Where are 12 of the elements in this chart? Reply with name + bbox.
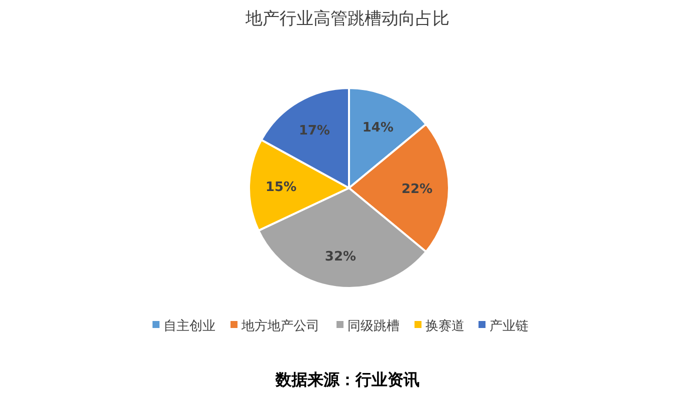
legend-label: 同级跳槽 — [348, 319, 400, 334]
data-label: 14% — [362, 120, 394, 136]
legend-label: 自主创业 — [164, 318, 216, 334]
legend-label: 地方地产公司 — [240, 318, 320, 334]
legend-label: 产业链 — [490, 319, 528, 334]
source-note: 数据来源：行业资讯 — [274, 370, 420, 389]
data-label: 32% — [324, 249, 356, 264]
data-label: 17% — [298, 123, 330, 138]
data-label: 22% — [401, 182, 433, 197]
data-label: 15% — [265, 180, 297, 195]
legend-label: 换赛道 — [426, 318, 464, 334]
chart-title: 地产行业高管跳槽动向占比 — [244, 9, 450, 29]
